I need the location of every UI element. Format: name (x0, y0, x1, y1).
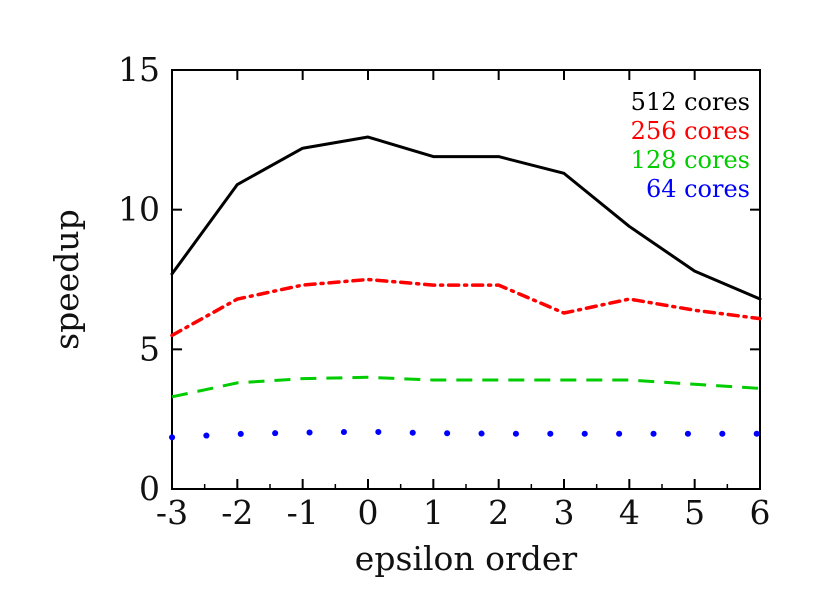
legend-entry: 512 cores (631, 88, 750, 116)
y-axis-label: speedup (47, 209, 86, 350)
x-axis-label: epsilon order (355, 539, 578, 578)
x-tick-label: 2 (488, 493, 509, 532)
x-tick-label: 5 (684, 493, 705, 532)
x-tick-label: 6 (750, 493, 771, 532)
x-tick-label: 1 (423, 493, 444, 532)
series-layer (169, 135, 763, 441)
legend-entry: 256 cores (631, 117, 750, 145)
series-line-64-cores (169, 428, 763, 441)
legend-entry: 128 cores (631, 146, 750, 174)
legend-entry: 64 cores (646, 175, 750, 203)
x-tick-label: 0 (358, 493, 379, 532)
series-line-512-cores (170, 135, 762, 301)
x-tick-label: -2 (221, 493, 253, 532)
y-tick-label: 15 (118, 50, 160, 89)
x-tick-label: 4 (619, 493, 640, 532)
series-line-128-cores (171, 375, 761, 399)
x-tick-label: -3 (156, 493, 188, 532)
y-tick-label: 0 (139, 469, 160, 508)
series-line-256-cores (170, 277, 762, 338)
x-tick-label: -1 (287, 493, 319, 532)
y-tick-label: 10 (118, 190, 160, 229)
ticks-layer: -3 -2 -1 0 1 2 3 4 5 6 0 5 10 15 (118, 50, 771, 532)
y-tick-label: 5 (139, 329, 160, 368)
x-tick-label: 3 (554, 493, 575, 532)
